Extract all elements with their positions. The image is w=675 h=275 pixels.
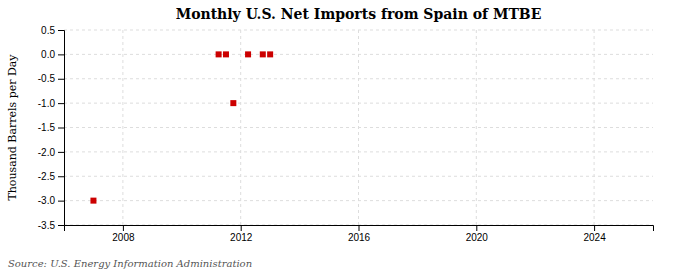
chart: 2008 2012 2016 2020 2024 0.5 0.0 -0.5 -1.0 -1.5 -2… bbox=[0, 0, 675, 275]
grid-line bbox=[64, 30, 653, 31]
axis-line bbox=[65, 226, 654, 232]
tick-mark bbox=[58, 103, 64, 104]
points bbox=[90, 51, 273, 203]
source: Source: U.S. Energy Information Administ… bbox=[8, 258, 252, 269]
tick-label: 0.0 bbox=[41, 49, 55, 60]
tick: 2012 bbox=[230, 225, 253, 243]
tick-mark bbox=[476, 225, 477, 231]
point bbox=[267, 51, 273, 57]
tick-mark bbox=[58, 79, 64, 80]
tick: 2020 bbox=[466, 225, 489, 243]
tick: -3.0 bbox=[38, 195, 64, 206]
tick-label: -2.0 bbox=[38, 147, 56, 158]
point bbox=[223, 51, 229, 57]
tick-mark bbox=[58, 201, 64, 202]
tick-mark bbox=[58, 30, 64, 31]
tick-mark bbox=[123, 225, 124, 231]
grid-line bbox=[64, 78, 653, 79]
tick-label: 0.5 bbox=[41, 25, 55, 36]
y-axis: 0.5 0.0 -0.5 -1.0 -1.5 -2.0 -2.5 -3.0 -3.5 bbox=[38, 25, 65, 231]
point bbox=[245, 51, 251, 57]
x-axis: 2008 2012 2016 2020 2024 bbox=[65, 225, 654, 243]
title: Monthly U.S. Net Imports from Spain of M… bbox=[176, 6, 542, 22]
tick: 2016 bbox=[348, 225, 371, 243]
tick-label: 2024 bbox=[583, 232, 606, 243]
grid-line bbox=[476, 30, 477, 225]
tick: -1.5 bbox=[38, 122, 64, 133]
plot: 2008 2012 2016 2020 2024 0.5 0.0 -0.5 -1.0 -1.5 -2… bbox=[38, 25, 654, 243]
tick: 2024 bbox=[583, 225, 606, 243]
tick-label: -3.5 bbox=[38, 220, 56, 231]
point bbox=[260, 51, 266, 57]
grid-line bbox=[64, 151, 653, 152]
tick-label: -2.5 bbox=[38, 171, 56, 182]
grid-line bbox=[64, 127, 653, 128]
grid-line bbox=[122, 30, 123, 225]
tick-label: -0.5 bbox=[38, 73, 56, 84]
tick-mark bbox=[58, 128, 64, 129]
tick-mark bbox=[594, 225, 595, 231]
tick: -1.0 bbox=[38, 98, 64, 109]
tick: -2.0 bbox=[38, 147, 64, 158]
grid-line bbox=[64, 103, 653, 104]
tick-mark bbox=[58, 54, 64, 55]
tick-label: 2016 bbox=[348, 232, 371, 243]
tick-mark bbox=[359, 225, 360, 231]
grid-line bbox=[64, 200, 653, 201]
grid-line bbox=[64, 54, 653, 55]
tick: -0.5 bbox=[38, 73, 64, 84]
point bbox=[216, 51, 222, 57]
tick: 0.5 bbox=[41, 25, 64, 36]
grid-line bbox=[64, 176, 653, 177]
tick: 2008 bbox=[112, 225, 135, 243]
tick-mark bbox=[58, 152, 64, 153]
tick-label: 2008 bbox=[112, 232, 135, 243]
tick: 0.0 bbox=[41, 49, 64, 60]
tick: -2.5 bbox=[38, 171, 64, 182]
tick-label: -3.0 bbox=[38, 195, 56, 206]
tick: -3.5 bbox=[38, 220, 64, 231]
tick-label: 2020 bbox=[466, 232, 489, 243]
grid bbox=[64, 30, 653, 225]
tick-mark bbox=[58, 225, 64, 226]
tick-label: -1.5 bbox=[38, 122, 56, 133]
tick-label: -1.0 bbox=[38, 98, 56, 109]
tick-mark bbox=[58, 176, 64, 177]
tick-label: 2012 bbox=[230, 232, 253, 243]
point bbox=[90, 198, 96, 204]
tick-mark bbox=[241, 225, 242, 231]
axis-line bbox=[58, 31, 65, 226]
point bbox=[230, 100, 236, 106]
y-axis-title: Thousand Barrels per Day bbox=[6, 54, 19, 201]
